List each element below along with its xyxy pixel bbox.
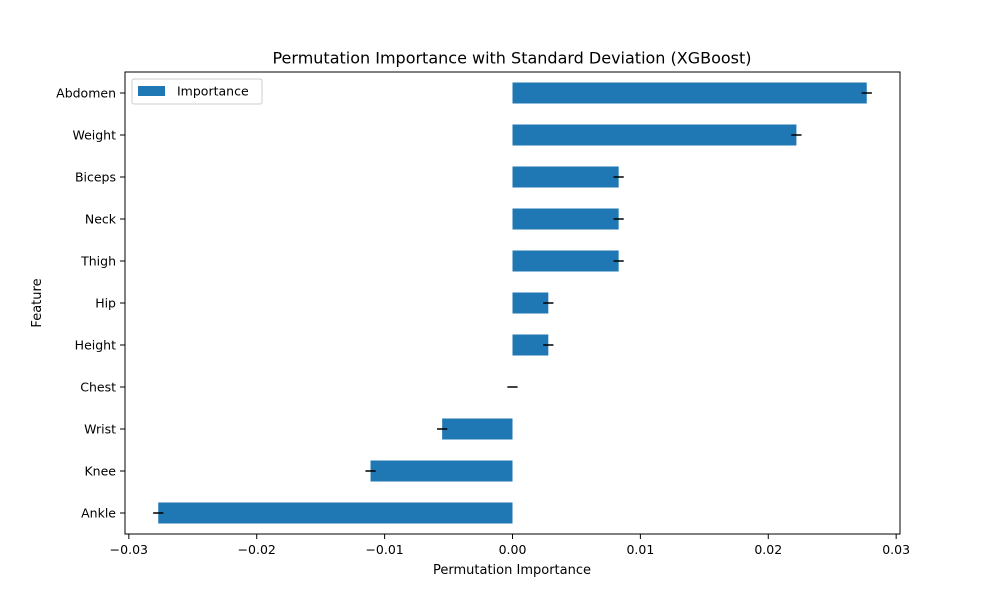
legend-swatch [138,86,165,96]
bar-knee [370,460,513,482]
y-tick-label-abdomen: Abdomen [56,86,116,101]
y-tick-label-neck: Neck [85,212,117,227]
legend-label: Importance [177,84,249,99]
x-tick-label: 0.02 [754,542,782,557]
y-tick-label-ankle: Ankle [81,506,116,521]
bar-wrist [442,418,513,440]
y-tick-label-hip: Hip [95,296,116,311]
y-axis-ticks: Abdomen Weight Biceps Neck Thigh Hip Height Che… [56,86,125,521]
bar-hip [512,292,549,314]
legend-box [131,78,263,105]
error-bars-group [153,92,872,514]
x-tick-label: −0.03 [110,542,148,557]
x-axis-ticks: −0.03 −0.02 −0.01 0.00 0.01 0.02 0.03 [110,534,910,557]
x-tick-label: 0.03 [882,542,910,557]
bar-thigh [512,250,619,272]
legend: Importance [131,78,263,105]
y-axis-label: Feature [30,278,45,327]
bar-biceps [512,166,619,188]
bar-height [512,334,549,356]
x-axis-label: Permutation Importance [433,563,591,578]
x-tick-label: 0.01 [626,542,654,557]
y-tick-label-thigh: Thigh [80,254,116,269]
bars-group [158,82,867,524]
bar-abdomen [512,82,867,104]
x-tick-label: −0.01 [365,542,403,557]
bar-neck [512,208,619,230]
y-tick-label-height: Height [75,338,116,353]
x-tick-label: −0.02 [238,542,276,557]
y-tick-label-knee: Knee [84,464,116,479]
y-tick-label-biceps: Biceps [75,170,116,185]
y-tick-label-wrist: Wrist [84,422,116,437]
y-tick-label-chest: Chest [80,380,116,395]
bar-ankle [158,502,513,524]
x-tick-label: 0.00 [499,542,527,557]
bar-weight [512,124,797,146]
chart-title: Permutation Importance with Standard Dev… [272,49,751,68]
y-tick-label-weight: Weight [72,128,116,143]
